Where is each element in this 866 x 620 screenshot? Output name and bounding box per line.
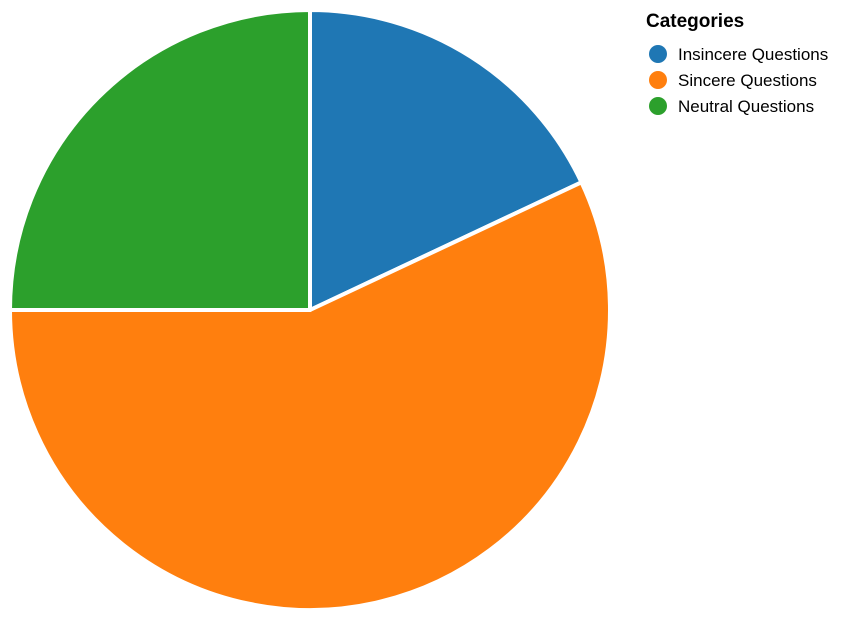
legend-swatch-sincere xyxy=(649,71,667,89)
legend-label-neutral: Neutral Questions xyxy=(678,97,814,116)
legend: Categories Insincere Questions Sincere Q… xyxy=(646,11,828,116)
legend-title: Categories xyxy=(646,11,744,32)
legend-label-sincere: Sincere Questions xyxy=(678,71,817,90)
legend-swatch-insincere xyxy=(649,45,667,63)
legend-label-insincere: Insincere Questions xyxy=(678,45,828,64)
pie-slices xyxy=(8,8,612,612)
slice-insincere xyxy=(308,8,584,312)
legend-item-sincere: Sincere Questions xyxy=(649,71,817,90)
slice-sincere xyxy=(8,180,612,612)
slice-neutral xyxy=(8,8,312,312)
legend-item-insincere: Insincere Questions xyxy=(649,45,828,64)
legend-swatch-neutral xyxy=(649,97,667,115)
legend-item-neutral: Neutral Questions xyxy=(649,97,814,116)
